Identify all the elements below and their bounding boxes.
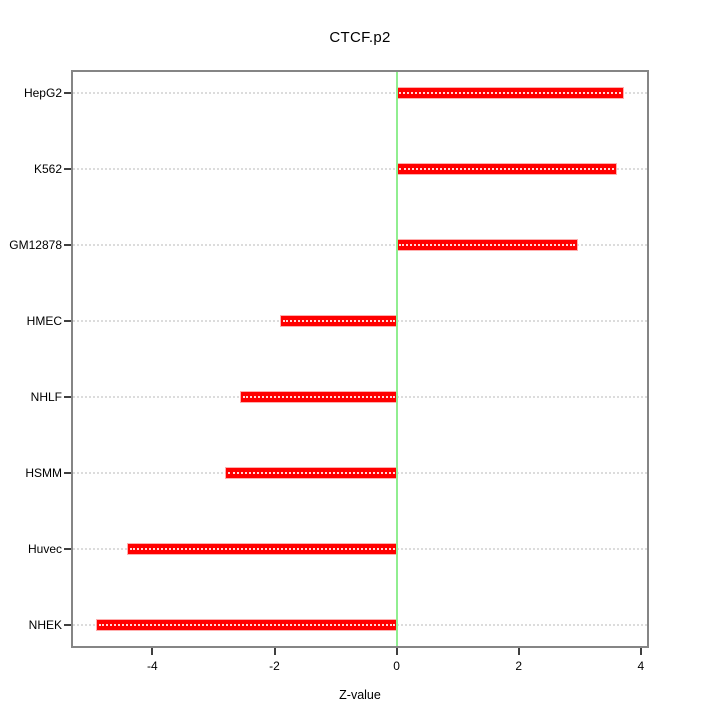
x-axis-label: Z-value xyxy=(339,688,381,702)
x-axis-tick--4 xyxy=(151,648,154,655)
bar-gridline-dots xyxy=(227,472,395,474)
bar-gridline-dots xyxy=(398,92,621,94)
bar-huvec xyxy=(127,544,397,554)
gridline-hepg2 xyxy=(73,92,647,94)
zero-reference-line xyxy=(395,72,398,646)
bar-gridline-dots xyxy=(398,168,615,170)
bar-hmec xyxy=(280,316,397,326)
y-axis-label-nhek: NHEK xyxy=(28,618,62,632)
bar-gridline-dots xyxy=(99,624,395,626)
y-axis-tick-nhlf xyxy=(64,396,71,398)
y-axis-tick-hmec xyxy=(64,320,71,322)
y-axis-label-nhlf: NHLF xyxy=(30,390,62,404)
bar-gridline-dots xyxy=(282,320,395,322)
gridline-k562 xyxy=(73,168,647,170)
y-axis-label-k562: K562 xyxy=(33,162,62,176)
chart-title: CTCF.p2 xyxy=(329,29,391,46)
bar-gm12878 xyxy=(396,240,577,250)
bar-hsmm xyxy=(225,468,397,478)
x-axis-tick-2 xyxy=(517,648,520,655)
y-axis-tick-huvec xyxy=(64,548,71,550)
bar-k562 xyxy=(396,164,617,174)
x-axis-tick-0 xyxy=(395,648,398,655)
bar-nhek xyxy=(97,620,397,630)
bar-gridline-dots xyxy=(129,548,395,550)
y-axis-label-hepg2: HepG2 xyxy=(23,86,62,100)
bar-nhlf xyxy=(240,392,397,402)
x-axis-tick-label--2: -2 xyxy=(269,659,280,673)
x-axis-tick-label-4: 4 xyxy=(637,659,645,673)
y-axis-label-hsmm: HSMM xyxy=(25,466,62,480)
x-axis-tick--2 xyxy=(273,648,276,655)
y-axis-tick-nhek xyxy=(64,624,71,626)
x-axis-tick-4 xyxy=(639,648,642,655)
plot-box xyxy=(71,70,649,648)
x-axis-tick-label-2: 2 xyxy=(515,659,523,673)
gridline-gm12878 xyxy=(73,244,647,246)
y-axis-label-hmec: HMEC xyxy=(26,314,62,328)
plot-area xyxy=(73,72,647,646)
y-axis-tick-hepg2 xyxy=(64,92,71,94)
bar-gridline-dots xyxy=(398,244,575,246)
x-axis-tick-label-0: 0 xyxy=(393,659,400,673)
bar-gridline-dots xyxy=(242,396,395,398)
y-axis-tick-k562 xyxy=(64,168,71,170)
y-axis-label-huvec: Huvec xyxy=(27,542,62,556)
y-axis-label-gm12878: GM12878 xyxy=(9,238,62,252)
y-axis-tick-hsmm xyxy=(64,472,71,474)
bar-hepg2 xyxy=(396,88,623,98)
x-axis-tick-label--4: -4 xyxy=(147,659,158,673)
y-axis-tick-gm12878 xyxy=(64,244,71,246)
